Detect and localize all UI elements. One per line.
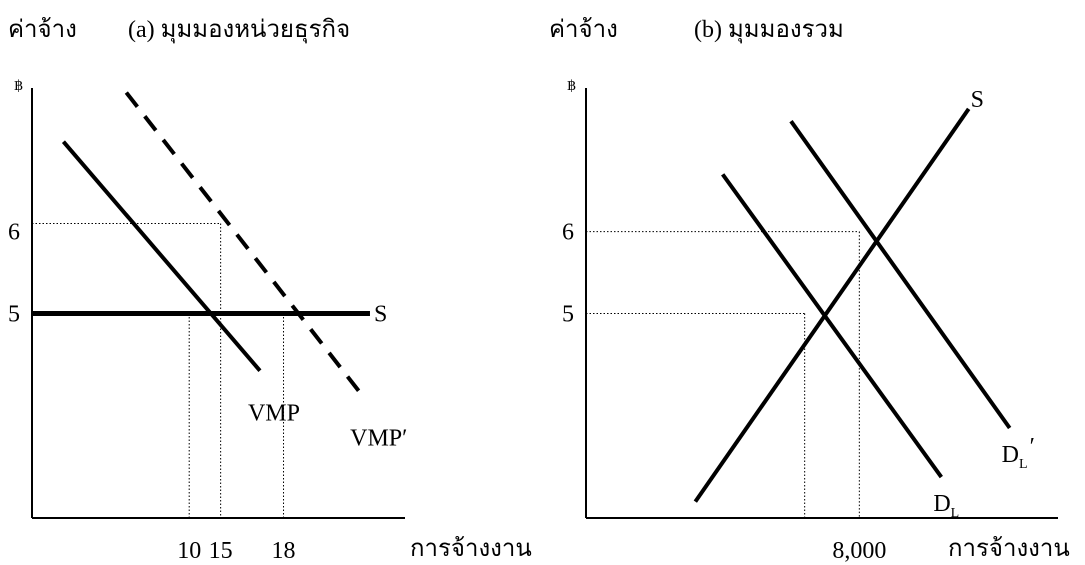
panel-a-title: (a) มุมมองหน่วยธุรกิจ — [128, 17, 351, 43]
panel-a-ylabel: ค่าจ้าง — [8, 17, 77, 43]
x-tick-label: 15 — [209, 538, 233, 564]
panel-b-ylabel: ค่าจ้าง — [549, 17, 618, 43]
panel-b-xlabel: การจ้างงาน — [948, 536, 1070, 562]
panel-b-title: (b) มุมมองรวม — [694, 17, 844, 43]
x-tick-label: 8,000 — [832, 538, 886, 564]
series-label: S — [971, 87, 984, 113]
series-label: VMP′ — [350, 425, 407, 451]
series-line — [124, 91, 364, 397]
x-tick-label: 10 — [177, 538, 201, 564]
panel-a-y-unit: ฿ — [14, 79, 23, 94]
series-line — [693, 107, 971, 503]
y-tick-label: 5 — [8, 301, 20, 327]
series-line — [61, 140, 262, 373]
y-tick-label: 5 — [562, 301, 574, 327]
series-label: DL — [933, 491, 959, 521]
x-tick-label: 18 — [272, 538, 296, 564]
series-line — [721, 173, 943, 479]
series-label: VMP — [248, 401, 300, 427]
panel-a-xlabel: การจ้างงาน — [410, 536, 532, 562]
panel-b-y-unit: ฿ — [567, 79, 576, 94]
y-tick-label: 6 — [8, 220, 20, 246]
series-line — [789, 120, 1012, 430]
series-label: S — [374, 301, 387, 327]
series-label: DL′ — [1002, 434, 1035, 472]
y-tick-label: 6 — [562, 220, 574, 246]
